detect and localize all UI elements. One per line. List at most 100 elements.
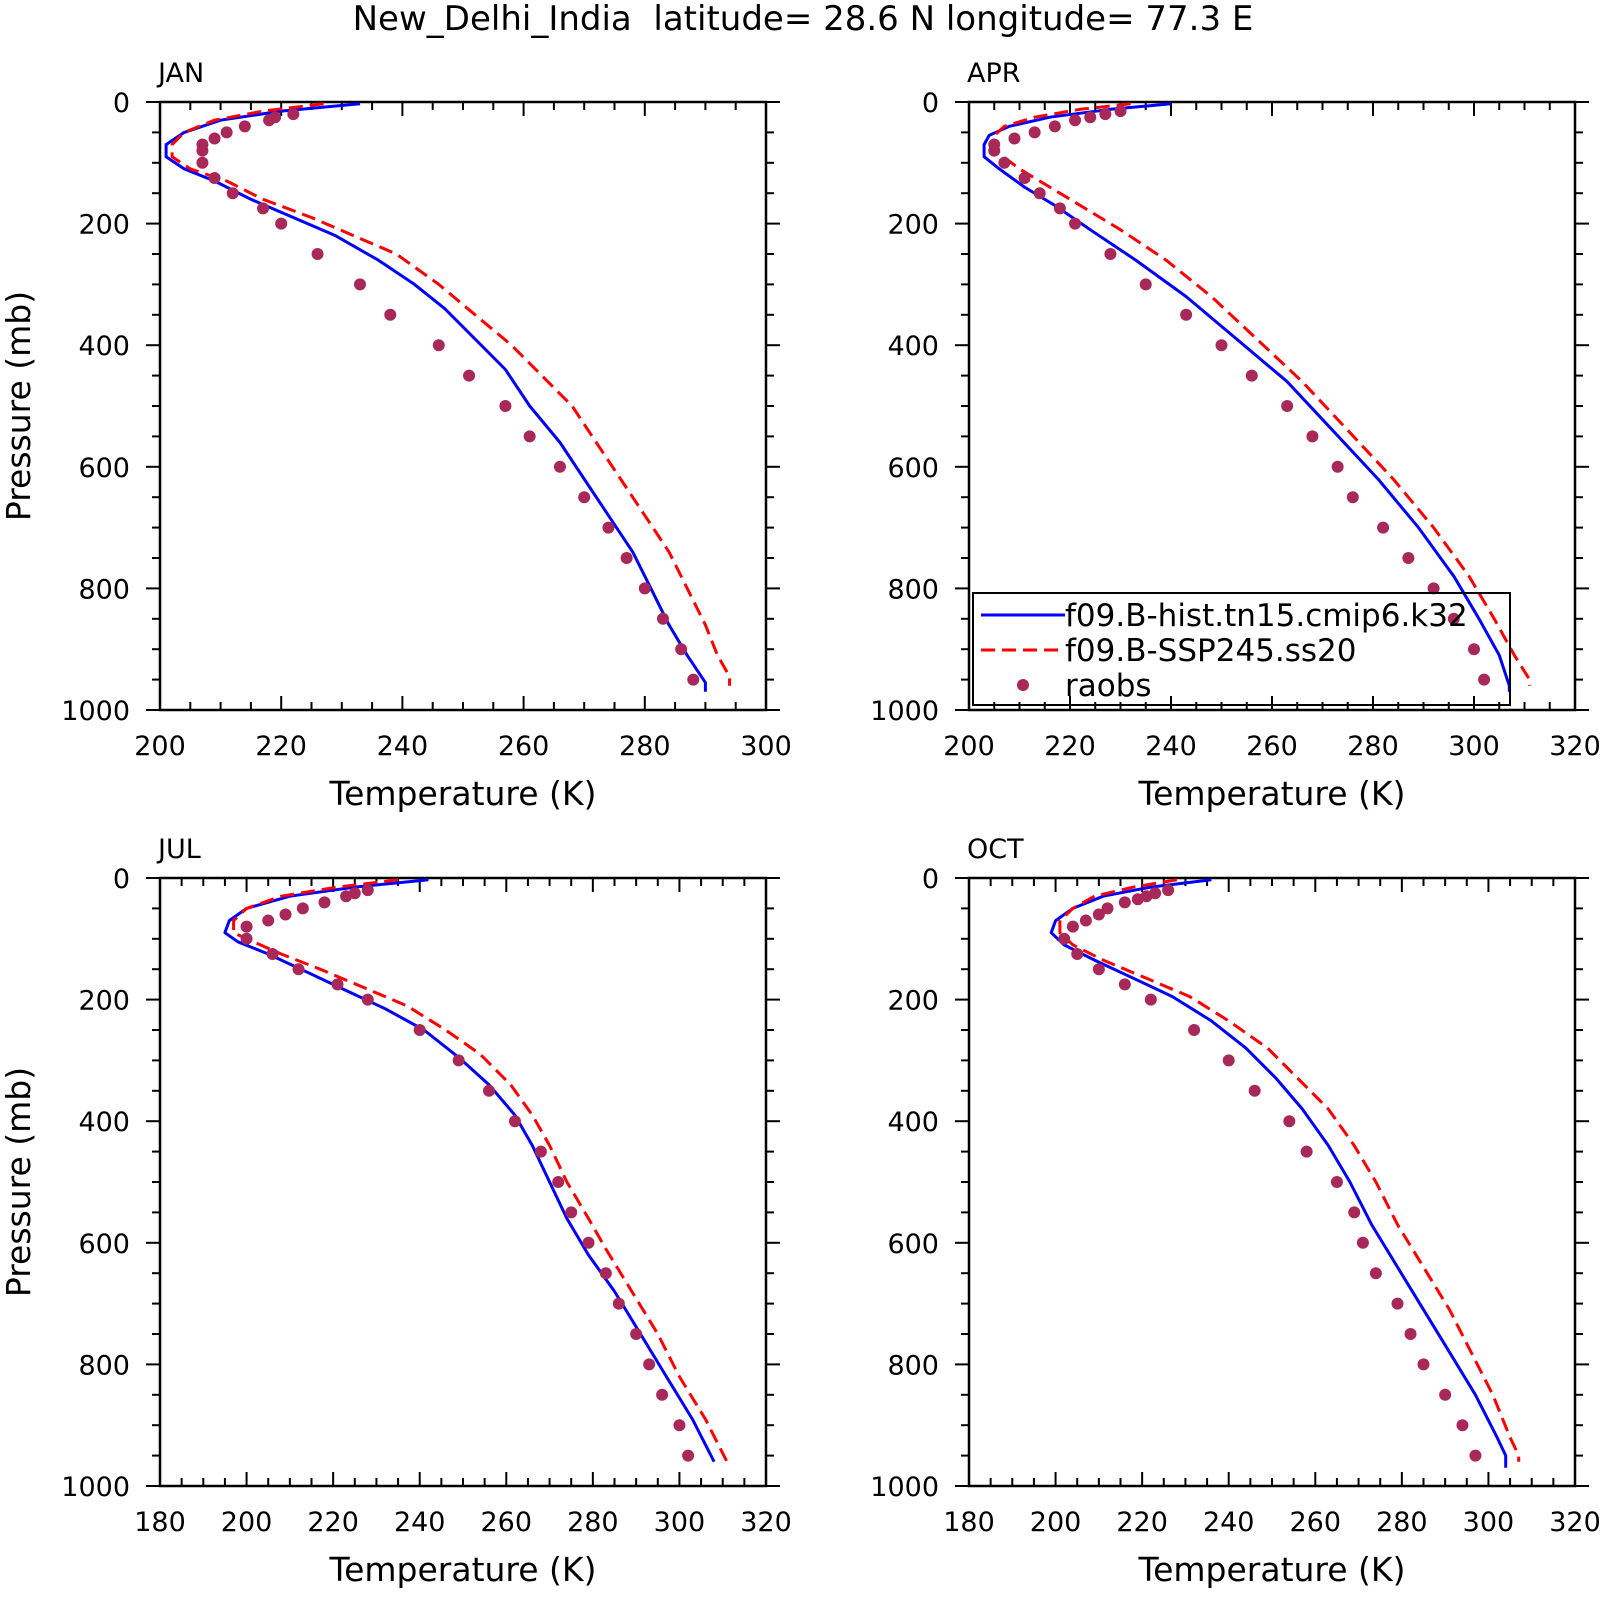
raobs-point [208,132,221,145]
raobs-point [463,369,476,382]
raobs-point [413,1024,426,1036]
raobs-point [1069,217,1082,230]
raobs-point [1283,1115,1296,1128]
y-tick-label: 400 [78,1107,130,1138]
raobs-point [643,1358,656,1371]
raobs-point [361,993,374,1006]
ssp245-series-line [1058,878,1521,1462]
plot-frame [967,876,1577,1488]
raobs-point [523,430,536,443]
raobs-point [1131,893,1144,906]
raobs-point [675,643,688,656]
raobs-point [1069,114,1082,127]
raobs-point [1079,914,1092,927]
raobs-point [630,1328,643,1340]
raobs-point [1180,308,1193,321]
raobs-point [988,144,1001,157]
x-tick-label: 240 [1145,731,1197,762]
raobs-point [311,248,324,260]
raobs-point [1162,884,1175,897]
raobs-point [1092,963,1105,976]
raobs-point [1281,400,1294,412]
x-tick-label: 240 [394,1507,446,1538]
x-tick-label: 200 [1030,1507,1082,1538]
panel-apr: 200 220 240 260 280 300 320 0 200 400 600 800 1000 Te… [870,58,1600,813]
y-tick-label: 600 [78,1229,130,1260]
raobs-point [240,932,253,945]
raobs-point [257,202,270,215]
raobs-point [553,460,566,473]
raobs-point [682,1449,695,1462]
plot-frame [158,876,768,1488]
y-tick-label: 200 [887,986,939,1017]
raobs-point [1008,132,1021,145]
ssp245-series-line [170,102,732,686]
raobs-point [1468,643,1480,656]
raobs-point [1356,1236,1369,1249]
y-tick-label: 800 [887,574,939,605]
raobs-point [599,1267,612,1280]
raobs-point [1188,1024,1201,1036]
raobs-point [1346,491,1359,504]
raobs-point [1222,1054,1235,1067]
raobs-point [534,1145,547,1158]
y-tick-label: 0 [113,864,130,895]
raobs-point [1248,1084,1261,1097]
raobs-point [1348,1206,1361,1219]
x-tick-label: 220 [1044,731,1096,762]
panel-label: JUL [156,834,201,865]
ssp245-series-line [232,878,729,1463]
x-axis-label: Temperature (K) [329,1550,597,1589]
raobs-point [1118,896,1131,909]
raobs-point [482,1084,495,1097]
x-tick-label: 240 [1203,1507,1255,1538]
y-tick-label: 200 [887,210,939,241]
y-tick-label: 800 [887,1350,939,1381]
raobs-point [1391,1297,1404,1310]
x-tick-label: 280 [1376,1507,1428,1538]
y-tick-label: 600 [887,453,939,484]
raobs-point [1331,460,1344,473]
raobs-point [578,491,591,504]
raobs-point [292,963,305,976]
raobs-point [656,1388,669,1401]
raobs-point [279,908,292,921]
raobs-point [1215,339,1228,352]
x-tick-label: 300 [740,731,792,762]
raobs-point [1048,120,1061,133]
panel-jul: 180 200 220 240 260 280 300 320 0 200 400 600 800 100… [0,834,792,1589]
x-tick-label: 260 [1290,1507,1342,1538]
legend: f09.B-hist.tn15.cmip6.k32f09.B-SSP245.ss… [972,592,1511,706]
raobs-point [508,1115,521,1128]
raobs-point [275,217,288,230]
x-tick-label: 280 [619,731,671,762]
x-tick-label: 180 [943,1507,995,1538]
x-tick-label: 280 [567,1507,619,1538]
raobs-point [331,978,344,991]
raobs-point [1417,1358,1430,1371]
x-tick-label: 200 [943,731,995,762]
y-tick-label: 600 [78,453,130,484]
raobs-point [565,1206,578,1219]
hist-series-line [1049,878,1508,1468]
raobs-point [656,612,669,625]
raobs-point [673,1419,686,1432]
raobs-point [1369,1267,1382,1280]
raobs-point [226,187,239,200]
raobs-point [1306,430,1319,443]
panel-oct: 180 200 220 240 260 280 300 320 0 200 400 600 800 100… [870,834,1600,1589]
raobs-point [452,1054,465,1067]
raobs-point [318,896,331,909]
raobs-point [499,400,512,412]
x-tick-label: 240 [377,731,429,762]
y-tick-label: 400 [887,1107,939,1138]
raobs-point [620,552,633,564]
x-tick-label: 260 [498,731,550,762]
raobs-point [1447,612,1460,625]
raobs-point [1377,521,1390,534]
x-tick-label: 320 [1549,731,1601,762]
raobs-point [1478,673,1491,686]
raobs-point [1439,1388,1452,1401]
raobs-point [296,902,309,915]
